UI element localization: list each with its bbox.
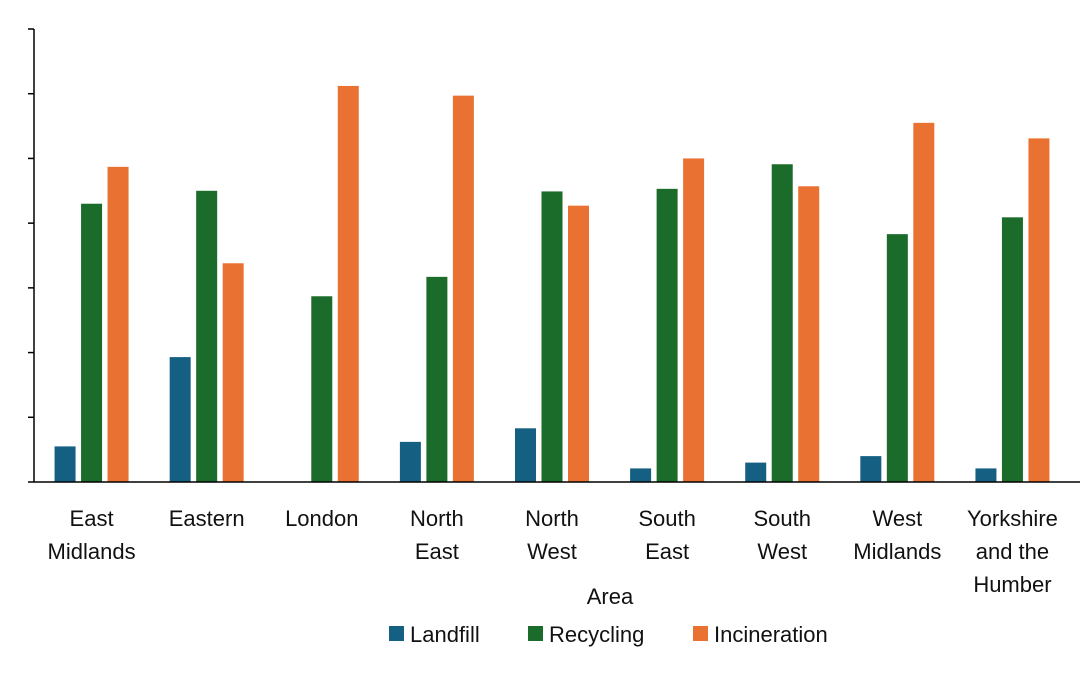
bar-recycling-7 — [886, 234, 908, 482]
x-tick-label-1: Eastern — [169, 506, 245, 531]
bar-recycling-0 — [81, 203, 103, 483]
bar-incineration-3 — [452, 95, 474, 482]
x-tick-label-6: South West — [753, 506, 811, 564]
x-tick-label-7: West Midlands — [853, 506, 941, 564]
bar-incineration-4 — [568, 205, 589, 483]
x-tick-label-0: East Midlands — [48, 506, 136, 564]
bar-incineration-1 — [222, 263, 244, 482]
bar-recycling-2 — [311, 296, 333, 482]
legend-label-recycling: Recycling — [549, 622, 644, 647]
x-tick-label-4: North West — [525, 506, 579, 564]
legend-swatch-landfill — [389, 626, 404, 641]
bar-recycling-6 — [771, 164, 793, 482]
legend-swatch-incineration — [693, 626, 708, 641]
bar-incineration-0 — [107, 166, 129, 482]
legend-item-incineration: Incineration — [693, 622, 828, 647]
x-tick-label-3: North East — [410, 506, 464, 564]
x-tick-label-5: South East — [638, 506, 696, 564]
bar-recycling-1 — [196, 190, 218, 483]
x-tick-label-2: London — [285, 506, 358, 531]
bar-incineration-2 — [337, 85, 359, 482]
legend: Landfill Recycling Incineration — [389, 622, 828, 647]
legend-label-landfill: Landfill — [410, 622, 480, 647]
bar-incineration-5 — [683, 158, 705, 482]
x-tick-label-8: Yorkshire and the Humber — [967, 506, 1058, 597]
bar-landfill-8 — [975, 468, 997, 482]
bar-landfill-5 — [630, 468, 652, 482]
bars-layer — [54, 85, 1050, 483]
bar-landfill-0 — [54, 446, 76, 482]
axes-layer — [28, 28, 1080, 483]
bar-landfill-3 — [399, 441, 421, 482]
bar-landfill-7 — [860, 456, 882, 482]
x-axis-title: Area — [587, 584, 634, 609]
legend-item-landfill: Landfill — [389, 622, 480, 647]
bar-incineration-7 — [913, 122, 935, 482]
bar-incineration-6 — [798, 186, 820, 482]
bar-landfill-6 — [745, 462, 767, 482]
bar-landfill-4 — [515, 428, 536, 482]
bar-recycling-3 — [426, 276, 448, 482]
legend-swatch-recycling — [528, 626, 543, 641]
bar-incineration-8 — [1028, 138, 1050, 482]
labels-layer: East Midlands Eastern London North East North W… — [48, 506, 1058, 597]
bar-recycling-5 — [656, 188, 678, 482]
bar-recycling-8 — [1001, 217, 1023, 482]
legend-item-recycling: Recycling — [528, 622, 644, 647]
bar-recycling-4 — [541, 191, 563, 482]
legend-label-incineration: Incineration — [714, 622, 828, 647]
bar-landfill-1 — [169, 357, 191, 482]
